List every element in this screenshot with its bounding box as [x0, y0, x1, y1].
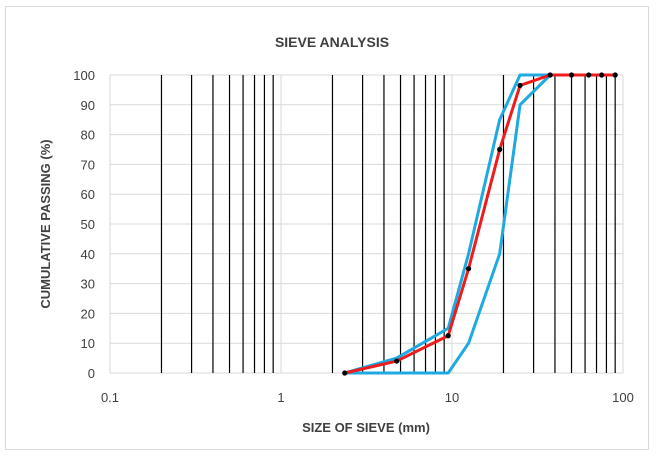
y-tick-label: 0	[88, 366, 95, 381]
x-tick-label: 1	[277, 390, 284, 405]
data-point	[568, 72, 575, 78]
chart-area	[5, 6, 649, 450]
series-layer	[342, 72, 618, 376]
sieve-lines	[160, 75, 616, 373]
series-line-blue	[343, 73, 617, 375]
x-tick-label: 100	[612, 390, 634, 405]
y-tick-labels: 0 10 20 30 40 50 60 70 80 90 100	[73, 68, 95, 381]
chart-title: SIEVE ANALYSIS	[275, 34, 389, 50]
data-point	[445, 333, 451, 339]
data-point	[342, 370, 348, 376]
data-point	[497, 146, 503, 153]
grid-lines	[109, 74, 624, 374]
y-tick-label: 10	[81, 336, 95, 351]
data-point	[394, 358, 400, 364]
data-point	[517, 82, 523, 89]
data-point	[586, 72, 592, 78]
y-tick-label: 60	[81, 187, 95, 202]
y-tick-label: 70	[81, 157, 95, 172]
data-point	[465, 266, 472, 272]
y-axis-title: CUMULATIVE PASSING (%)	[38, 139, 53, 308]
y-tick-label: 50	[81, 217, 95, 232]
y-tick-label: 80	[81, 128, 95, 143]
x-tick-label: 0.1	[101, 390, 119, 405]
y-tick-label: 100	[73, 68, 95, 83]
data-point	[547, 72, 553, 78]
y-tick-label: 40	[81, 247, 95, 262]
y-tick-label: 90	[81, 98, 95, 113]
x-tick-label: 10	[445, 390, 459, 405]
x-tick-labels: 0.1 1 10 100	[101, 390, 634, 405]
x-axis-title: SIZE OF SIEVE (mm)	[302, 420, 430, 435]
data-point	[599, 72, 605, 78]
y-tick-label: 30	[81, 277, 95, 292]
data-point	[612, 72, 618, 78]
y-tick-label: 20	[81, 306, 95, 321]
